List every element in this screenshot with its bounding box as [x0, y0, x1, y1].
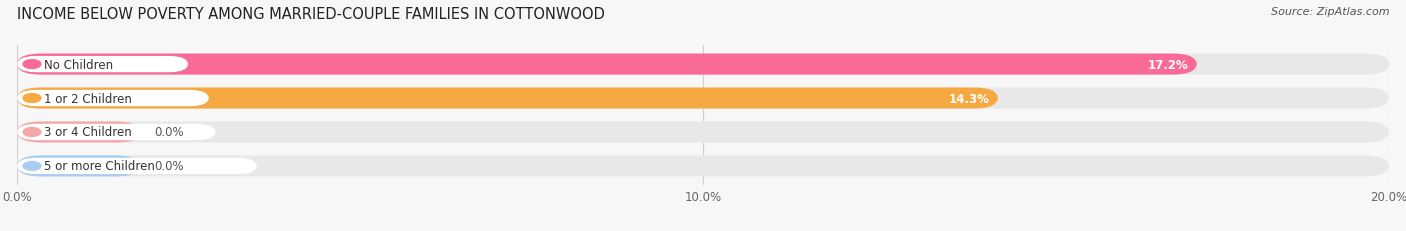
FancyBboxPatch shape: [17, 124, 217, 140]
Text: 3 or 4 Children: 3 or 4 Children: [45, 126, 132, 139]
Circle shape: [22, 94, 41, 103]
FancyBboxPatch shape: [17, 122, 1389, 143]
FancyBboxPatch shape: [17, 88, 1389, 109]
Text: 17.2%: 17.2%: [1149, 58, 1189, 71]
Text: 14.3%: 14.3%: [949, 92, 990, 105]
Text: 5 or more Children: 5 or more Children: [45, 160, 155, 173]
Circle shape: [22, 162, 41, 171]
FancyBboxPatch shape: [17, 88, 998, 109]
FancyBboxPatch shape: [17, 54, 1197, 75]
Circle shape: [22, 128, 41, 137]
FancyBboxPatch shape: [17, 156, 1389, 177]
Text: No Children: No Children: [45, 58, 114, 71]
Circle shape: [22, 60, 41, 69]
Text: 0.0%: 0.0%: [155, 126, 184, 139]
Text: 1 or 2 Children: 1 or 2 Children: [45, 92, 132, 105]
FancyBboxPatch shape: [17, 54, 1389, 75]
FancyBboxPatch shape: [17, 158, 257, 174]
FancyBboxPatch shape: [17, 156, 141, 177]
Text: Source: ZipAtlas.com: Source: ZipAtlas.com: [1271, 7, 1389, 17]
FancyBboxPatch shape: [17, 91, 209, 107]
FancyBboxPatch shape: [17, 57, 188, 73]
FancyBboxPatch shape: [17, 122, 141, 143]
Text: 0.0%: 0.0%: [155, 160, 184, 173]
Text: INCOME BELOW POVERTY AMONG MARRIED-COUPLE FAMILIES IN COTTONWOOD: INCOME BELOW POVERTY AMONG MARRIED-COUPL…: [17, 7, 605, 22]
